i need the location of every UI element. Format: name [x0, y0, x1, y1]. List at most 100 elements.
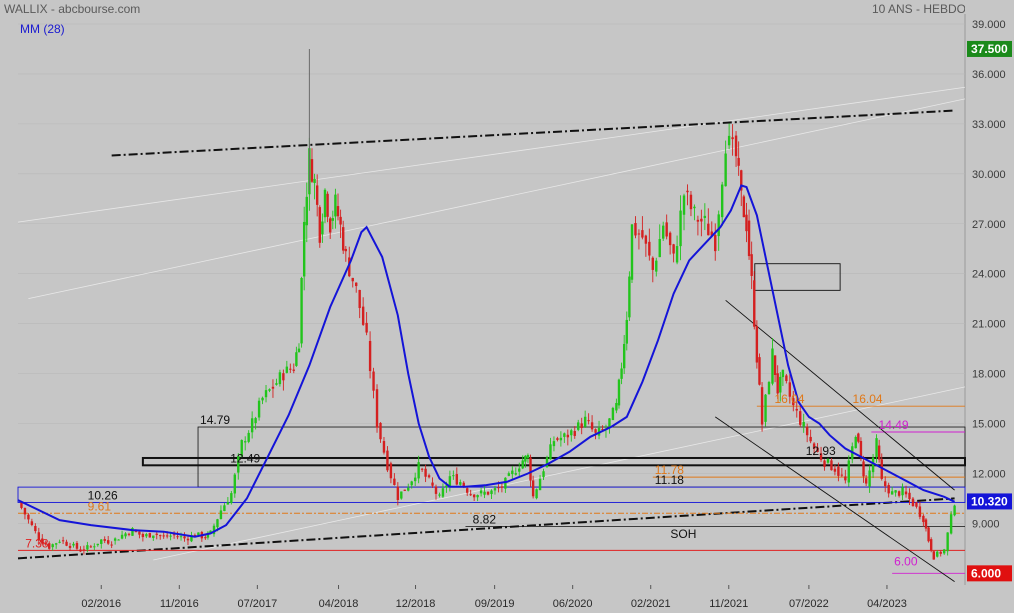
candle-down: [758, 357, 761, 385]
candle-up: [295, 352, 298, 366]
annotation-label: 9.61: [88, 499, 112, 513]
candle-down: [823, 460, 826, 467]
candle-down: [788, 382, 792, 397]
candle-down: [737, 157, 740, 166]
candle-down: [466, 488, 469, 493]
annotation-label: 12.93: [806, 444, 836, 458]
candle-up: [86, 545, 89, 550]
candle-down: [434, 486, 438, 494]
candle-down: [355, 282, 358, 287]
candle-up: [703, 215, 707, 218]
candle-down: [641, 230, 644, 238]
candle-up: [675, 246, 679, 263]
candle-down: [710, 231, 713, 236]
candle-up: [285, 366, 289, 373]
candle-down: [795, 408, 798, 411]
candle-down: [880, 459, 883, 479]
candle-down: [172, 534, 176, 536]
candle-up: [622, 343, 626, 369]
candle-down: [148, 533, 152, 538]
candle-up: [890, 491, 894, 495]
candle-down: [573, 431, 576, 436]
candle-down: [785, 375, 788, 382]
candle-up: [152, 535, 155, 538]
candle-up: [120, 534, 124, 539]
candle-up: [538, 478, 542, 491]
candle-down: [486, 491, 490, 495]
x-tick-label: 06/2020: [553, 598, 593, 610]
candle-up: [131, 527, 134, 536]
candle-up: [230, 493, 233, 504]
candle-down: [830, 460, 833, 471]
annotation-label: SOH: [670, 527, 696, 541]
candle-down: [918, 506, 922, 517]
candle-down: [336, 206, 340, 217]
candle-up: [630, 224, 634, 280]
candle-down: [389, 463, 393, 479]
candle-up: [620, 368, 623, 379]
candle-down: [342, 227, 345, 251]
candle-down: [41, 538, 44, 544]
candle-down: [731, 137, 734, 140]
candle-down: [27, 514, 30, 520]
candle-up: [323, 189, 327, 218]
candle-up: [847, 460, 850, 483]
candle-down: [375, 389, 379, 428]
candle-down: [862, 461, 865, 477]
candle-down: [760, 387, 764, 425]
candle-down: [271, 386, 275, 389]
candle-up: [658, 239, 661, 258]
candle-down: [165, 535, 169, 537]
upper-trendline: [111, 109, 955, 157]
candle-down: [138, 531, 141, 535]
candle-down: [289, 368, 292, 370]
candle-up: [493, 488, 497, 491]
candle-down: [904, 491, 908, 495]
candle-down: [590, 422, 594, 430]
x-tick-label: 11/2016: [160, 598, 199, 610]
candle-down: [857, 433, 860, 442]
candle-down: [500, 486, 504, 488]
low-price-badge-bg: [967, 565, 1012, 582]
chart-period: 10 ANS - HEBDO: [871, 2, 966, 16]
candle-up: [764, 394, 767, 422]
candle-down: [648, 241, 651, 256]
candle-up: [953, 505, 956, 516]
candle-up: [608, 418, 611, 427]
candle-up: [321, 221, 324, 235]
candle-down: [833, 468, 837, 472]
candle-up: [413, 477, 417, 482]
candle-down: [361, 306, 365, 325]
candle-down: [668, 232, 672, 246]
chart-title: WALLIX - abcbourse.com: [4, 2, 141, 16]
candle-down: [877, 445, 881, 460]
candle-up: [514, 473, 517, 475]
candle-down: [753, 280, 756, 327]
candle-down: [750, 254, 753, 276]
candle-down: [745, 214, 748, 232]
descending-channel-top: [725, 299, 955, 491]
channel-mid-thin: [28, 98, 966, 300]
candle-up: [58, 541, 61, 543]
candle-up: [682, 195, 686, 215]
candle-up: [504, 477, 507, 489]
candle-down: [809, 436, 812, 442]
y-tick-label: 15.000: [972, 419, 1006, 431]
candle-up: [305, 196, 308, 226]
candle-down: [106, 540, 110, 544]
x-tick-label: 02/2021: [631, 598, 671, 610]
low-price-badge: 6.000: [971, 566, 1001, 580]
candle-up: [459, 482, 462, 485]
candle-down: [155, 533, 158, 535]
candle-down: [65, 541, 68, 546]
candle-down: [61, 540, 65, 542]
candle-down: [922, 515, 925, 523]
candle-up: [490, 490, 493, 495]
candle-down: [30, 521, 34, 526]
candle-up: [169, 535, 172, 537]
moving-average-legend: MM (28): [20, 22, 65, 36]
candle-down: [929, 539, 933, 551]
candle-down: [48, 543, 51, 549]
candle-up: [219, 510, 223, 519]
candle-up: [826, 459, 830, 463]
